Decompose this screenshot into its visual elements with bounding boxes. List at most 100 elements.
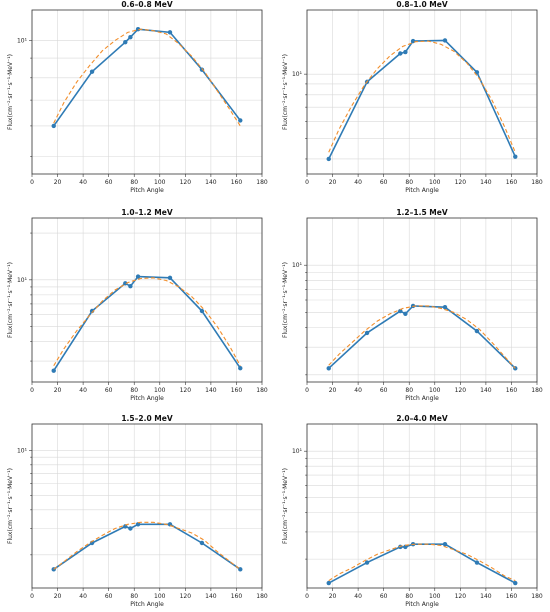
y-axis-label: Flux(cm⁻²·sr⁻¹·s⁻¹·MeV⁻¹) (282, 262, 289, 338)
data-point (128, 283, 133, 289)
x-tick-label: 140 (205, 387, 217, 394)
x-tick-label: 160 (506, 593, 518, 600)
plot-frame (306, 217, 538, 383)
x-axis-label: Pitch Angle (405, 601, 439, 608)
y-tick-label: 10¹ (17, 447, 28, 454)
y-axis-label: Flux(cm⁻²·sr⁻¹·s⁻¹·MeV⁻¹) (282, 468, 289, 544)
x-tick-label: 20 (329, 593, 337, 600)
chart-title: 1.5–2.0 MeV (121, 414, 172, 423)
y-tick-label: 10¹ (17, 37, 28, 44)
measured-line (328, 543, 516, 584)
chart-panel-5: 0 20 40 60 80 100 120 140 160 180 10¹ 1.5–2.0 MeV Pi… (7, 414, 268, 608)
x-tick-label: 20 (54, 593, 62, 600)
data-point (403, 49, 408, 55)
data-point (364, 330, 370, 336)
x-tick-label: 40 (79, 593, 87, 600)
plot-frame (306, 9, 538, 175)
y-axis-label: Flux(cm⁻²·sr⁻¹·s⁻¹·MeV⁻¹) (282, 54, 289, 130)
y-axis-label: Flux(cm⁻²·sr⁻¹·s⁻¹·MeV⁻¹) (7, 468, 14, 544)
x-tick-label: 120 (455, 593, 467, 600)
x-tick-label: 80 (130, 387, 138, 394)
x-tick-label: 60 (105, 179, 113, 186)
fit-curve (328, 543, 516, 582)
fit-curve (53, 521, 241, 570)
x-tick-label: 100 (429, 593, 441, 600)
data-point (474, 70, 480, 75)
x-tick-label: 40 (354, 179, 362, 186)
data-point (398, 308, 403, 314)
data-point (513, 154, 518, 159)
x-tick-label: 180 (256, 387, 268, 394)
chart-panel-2: 0 20 40 60 80 100 120 140 160 180 10¹ 0.8–1.0 MeV Pi… (282, 0, 543, 194)
x-tick-label: 100 (154, 593, 166, 600)
measured-line (53, 28, 241, 127)
data-point (398, 51, 403, 56)
x-tick-label: 140 (205, 179, 217, 186)
x-tick-label: 180 (531, 593, 543, 600)
x-tick-label: 20 (54, 387, 62, 394)
x-tick-label: 180 (531, 387, 543, 394)
x-tick-label: 120 (180, 593, 192, 600)
y-tick-label: 10¹ (292, 71, 303, 78)
x-tick-label: 160 (231, 387, 243, 394)
x-tick-label: 60 (105, 593, 113, 600)
data-point (442, 304, 448, 310)
data-point (167, 275, 173, 281)
fit-curve (328, 305, 516, 369)
x-tick-label: 60 (380, 593, 388, 600)
x-tick-label: 0 (305, 593, 309, 600)
data-point (442, 541, 448, 547)
x-tick-label: 160 (231, 593, 243, 600)
chart-title: 0.8–1.0 MeV (396, 0, 447, 9)
x-tick-label: 180 (256, 179, 268, 186)
x-tick-label: 80 (130, 179, 138, 186)
x-tick-label: 40 (79, 179, 87, 186)
y-axis-label: Flux(cm⁻²·sr⁻¹·s⁻¹·MeV⁻¹) (7, 54, 14, 130)
x-tick-label: 160 (506, 387, 518, 394)
data-point (167, 30, 173, 35)
plot-frame (306, 423, 538, 589)
data-point (128, 526, 133, 531)
data-point (51, 368, 56, 373)
data-point (326, 156, 331, 162)
fit-curve (53, 277, 241, 367)
x-tick-label: 120 (180, 387, 192, 394)
measured-line (328, 39, 517, 160)
x-tick-label: 120 (180, 179, 192, 186)
chart-panel-1: 0 20 40 60 80 100 120 140 160 180 10¹ 0.6–0.8 MeV Pi… (7, 0, 268, 194)
chart-title: 2.0–4.0 MeV (396, 414, 447, 423)
x-tick-label: 100 (429, 179, 441, 186)
x-axis-label: Pitch Angle (130, 601, 164, 608)
x-axis-label: Pitch Angle (130, 395, 164, 402)
x-tick-label: 140 (480, 179, 492, 186)
data-point (128, 34, 133, 40)
x-tick-label: 100 (154, 387, 166, 394)
data-point (123, 39, 128, 45)
x-tick-label: 80 (405, 593, 413, 600)
data-point (442, 38, 448, 43)
x-axis-label: Pitch Angle (405, 395, 439, 402)
data-point (135, 26, 141, 32)
x-tick-label: 100 (154, 179, 166, 186)
data-point (135, 522, 141, 527)
x-tick-label: 0 (30, 387, 34, 394)
plot-frame (31, 423, 263, 589)
x-tick-label: 140 (480, 387, 492, 394)
chart-panel-3: 0 20 40 60 80 100 120 140 160 180 10¹ 1.0–1.2 MeV Pi… (7, 208, 268, 402)
x-tick-label: 0 (30, 593, 34, 600)
x-tick-label: 40 (79, 387, 87, 394)
chart-title: 1.0–1.2 MeV (121, 208, 172, 217)
x-tick-label: 60 (380, 387, 388, 394)
y-tick-label: 10¹ (17, 277, 28, 284)
x-tick-label: 20 (54, 179, 62, 186)
data-point (513, 580, 518, 586)
data-point (326, 366, 331, 371)
data-point (403, 311, 408, 316)
x-tick-label: 60 (380, 179, 388, 186)
y-axis-label: Flux(cm⁻²·sr⁻¹·s⁻¹·MeV⁻¹) (7, 262, 14, 338)
data-point (238, 567, 243, 572)
x-tick-label: 80 (405, 179, 413, 186)
x-tick-label: 60 (105, 387, 113, 394)
x-tick-label: 40 (354, 387, 362, 394)
data-point (51, 123, 56, 129)
